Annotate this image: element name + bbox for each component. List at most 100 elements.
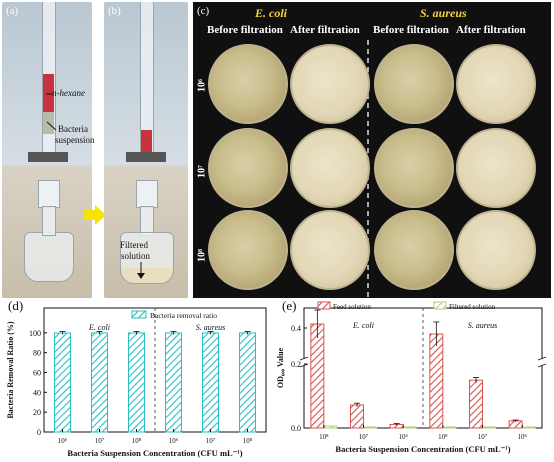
legend-swatch [131, 310, 147, 319]
petri-dish-after [456, 128, 536, 208]
x-tick-label: 10⁸ [132, 437, 142, 445]
y-tick-label: 0.2 [291, 360, 301, 369]
petri-dish-after [290, 210, 370, 290]
y-tick-label: 20 [33, 408, 41, 417]
arrow-right-icon [84, 205, 106, 225]
column-header: Before filtration [373, 24, 449, 36]
petri-dish-before [208, 128, 288, 208]
y-tick-label: 40 [33, 388, 41, 397]
row-label: 10⁷ [196, 165, 208, 178]
flask [120, 232, 174, 284]
x-axis-title: Bacteria Suspension Concentration (CFU m… [335, 444, 510, 454]
bacteria-label-line2: suspension [55, 135, 95, 145]
petri-dish-before [208, 210, 288, 290]
bar-feed [350, 404, 364, 429]
legend-label: Filtered solution [449, 303, 496, 311]
axis-break-mark [537, 363, 547, 368]
axis-break-mark [299, 356, 309, 361]
legend-swatch [317, 301, 331, 310]
y-axis-title: OD₆₀₀ Value [276, 347, 285, 388]
column-header: After filtration [290, 24, 360, 36]
flask-neck [42, 206, 56, 236]
y-axis-title: Bacteria Removal Ratio (%) [6, 321, 15, 418]
group-label: E. coli [352, 321, 374, 330]
bar-filtered [521, 426, 536, 429]
petri-dish-before [374, 210, 454, 290]
petri-dish-before [374, 44, 454, 124]
bar [91, 332, 108, 433]
bar-filtered [363, 426, 377, 429]
bar [202, 332, 219, 433]
panel-label-b: (b) [108, 5, 121, 17]
y-tick-label: 60 [33, 368, 41, 377]
bar [165, 332, 182, 433]
clamp [28, 152, 68, 162]
arrow-down-icon [137, 262, 145, 279]
x-tick-label: 10⁸ [438, 433, 448, 441]
bar-filtered [482, 426, 496, 429]
x-tick-label: 10⁷ [359, 433, 369, 441]
panel-label-e: (e) [282, 298, 297, 313]
bar-feed [429, 333, 444, 429]
membrane-holder [136, 180, 158, 208]
flask [24, 232, 74, 282]
bar-filtered [402, 426, 417, 429]
hexane-layer [141, 130, 152, 152]
species-title-ecoli: E. coli [255, 6, 287, 20]
x-tick-label: 10⁷ [95, 437, 105, 445]
axis-break [539, 359, 545, 365]
petri-dish-after [456, 210, 536, 290]
bar [239, 332, 256, 433]
petri-dish-after [290, 128, 370, 208]
chart-removal-ratio: 0 20 40 60 80 100 10⁶ 10⁷ 10⁸ 10⁶ 10⁷ 10⁸ E. coli S. … [6, 307, 267, 458]
column-header: After filtration [456, 24, 526, 36]
bar-filtered [442, 426, 457, 429]
x-tick-label: 10⁸ [243, 437, 253, 445]
x-tick-label: 10⁷ [206, 437, 216, 445]
x-tick-label: 10⁷ [478, 433, 488, 441]
group-label: S. aureus [468, 321, 497, 330]
bar [54, 332, 71, 433]
petri-dish-before [374, 128, 454, 208]
bar-feed [508, 420, 523, 429]
filtered-label-line1: Filtered [120, 240, 148, 250]
bar [128, 332, 145, 433]
row-label: 10⁶ [196, 79, 208, 92]
petri-dish-after [290, 44, 370, 124]
petri-dish-after [456, 44, 536, 124]
bacteria-label-line1: Bacteria [58, 124, 88, 134]
y-tick-label: 0 [37, 428, 41, 437]
group-label: E. coli [88, 323, 110, 332]
axis-break [301, 359, 307, 365]
petri-dish-before [208, 44, 288, 124]
legend-label: Bacteria removal ratio [150, 311, 217, 320]
species-title-saureus: S. aureus [420, 6, 467, 20]
x-tick-label: 10⁶ [169, 437, 179, 445]
x-axis-title: Bacteria Suspension Concentration (CFU m… [67, 448, 242, 458]
photo-b [104, 2, 188, 298]
bar-feed [310, 323, 325, 429]
x-tick-label: 10⁶ [58, 437, 68, 445]
y-tick-label: 100 [29, 329, 41, 338]
x-tick-label: 10⁶ [398, 433, 408, 441]
clamp [126, 152, 166, 162]
row-label: 10⁸ [196, 249, 208, 262]
bar-feed [469, 379, 483, 429]
photo-a [2, 2, 92, 298]
hexane-label: n-hexane [52, 88, 85, 98]
chart-od600: 0.0 0.2 0.4 10⁸ 10⁷ 10⁶ 10⁸ 10⁷ 10⁶ E. coli S. aur… [276, 301, 547, 454]
legend-swatch [433, 301, 447, 310]
panel-label-a: (a) [6, 5, 19, 17]
y-tick-label: 0.0 [291, 424, 301, 433]
panel-label-d: (d) [8, 298, 24, 313]
axis-break-mark [537, 356, 547, 361]
legend-label: Feed solution [333, 303, 371, 311]
y-tick-label: 0.4 [291, 324, 301, 333]
bar-filtered [323, 425, 338, 429]
hexane-layer [43, 74, 54, 112]
x-tick-label: 10⁶ [517, 433, 527, 441]
group-label: S. aureus [196, 323, 225, 332]
x-tick-label: 10⁸ [319, 433, 329, 441]
panel-label-c: (c) [197, 5, 210, 17]
